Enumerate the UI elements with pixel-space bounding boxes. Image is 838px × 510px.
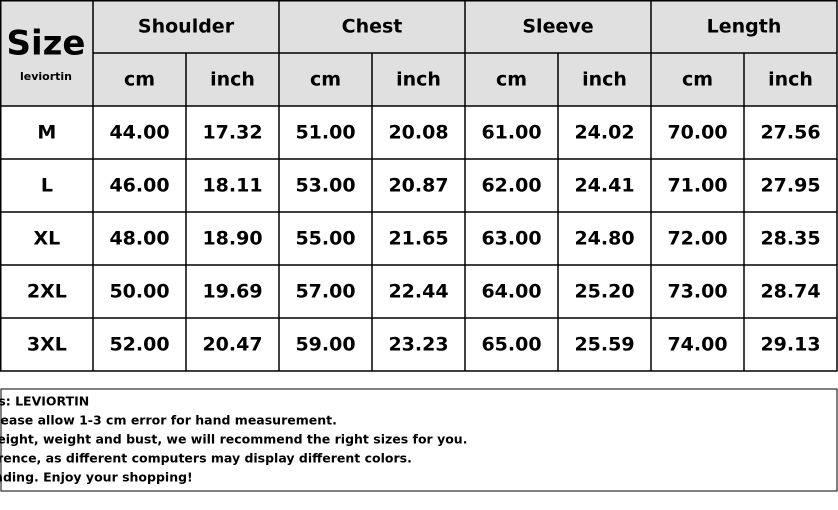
- cell: 48.00: [109, 228, 169, 250]
- cell: 70.00: [667, 122, 727, 144]
- notes-box: [0, 388, 838, 492]
- cell: 18.90: [202, 228, 262, 250]
- group-header: Shoulder: [138, 16, 235, 38]
- cell: 24.80: [574, 228, 634, 250]
- cell: 59.00: [295, 334, 355, 356]
- cell: 74.00: [667, 334, 727, 356]
- cell: 27.95: [760, 175, 820, 197]
- cell: 65.00: [481, 334, 541, 356]
- cell: 25.59: [574, 334, 634, 356]
- size-cell: XL: [33, 228, 60, 250]
- cell: 23.23: [388, 334, 448, 356]
- unit-header: cm: [496, 69, 527, 91]
- cell: 71.00: [667, 175, 727, 197]
- size-cell: 3XL: [27, 334, 67, 356]
- unit-header: cm: [682, 69, 713, 91]
- cell: 64.00: [481, 281, 541, 303]
- cell: 57.00: [295, 281, 355, 303]
- cell: 22.44: [388, 281, 448, 303]
- cell: 50.00: [109, 281, 169, 303]
- cell: 63.00: [481, 228, 541, 250]
- cell: 24.41: [574, 175, 634, 197]
- cell: 19.69: [202, 281, 262, 303]
- cell: 52.00: [109, 334, 169, 356]
- note: 2. Not Sure about your size? Don't worry…: [0, 432, 467, 447]
- unit-header: inch: [210, 69, 255, 91]
- cell: 61.00: [481, 122, 541, 144]
- unit-header: inch: [768, 69, 813, 91]
- cell: 28.35: [760, 228, 820, 250]
- cell: 46.00: [109, 175, 169, 197]
- cell: 27.56: [760, 122, 820, 144]
- unit-header: inch: [582, 69, 627, 91]
- cell: 21.65: [388, 228, 448, 250]
- cell: 51.00: [295, 122, 355, 144]
- note: 3. We appreciate that if you could allow…: [0, 451, 412, 466]
- unit-header: inch: [396, 69, 441, 91]
- size-cell: 2XL: [27, 281, 67, 303]
- cell: 24.02: [574, 122, 634, 144]
- cell: 29.13: [760, 334, 820, 356]
- note: Warmly Tips: LEVIORTIN: [0, 394, 89, 409]
- cell: 28.74: [760, 281, 820, 303]
- unit-header: cm: [124, 69, 155, 91]
- cell: 20.87: [388, 175, 448, 197]
- cell: 25.20: [574, 281, 634, 303]
- size-title: Size: [7, 24, 86, 64]
- cell: 72.00: [667, 228, 727, 250]
- cell: 44.00: [109, 122, 169, 144]
- cell: 20.08: [388, 122, 448, 144]
- cell: 55.00: [295, 228, 355, 250]
- cell: 20.47: [202, 334, 262, 356]
- cell: 17.32: [202, 122, 262, 144]
- size-cell: M: [37, 122, 56, 144]
- group-header: Length: [707, 16, 782, 38]
- group-header: Sleeve: [522, 16, 593, 38]
- cell: 62.00: [481, 175, 541, 197]
- brand: leviortin: [20, 70, 72, 83]
- group-header: Chest: [342, 16, 403, 38]
- note: 1. This Size Chart is only for your refe…: [0, 413, 337, 428]
- note: Thanks for your understanding. Enjoy you…: [0, 470, 193, 485]
- unit-header: cm: [310, 69, 341, 91]
- cell: 53.00: [295, 175, 355, 197]
- size-cell: L: [41, 175, 53, 197]
- cell: 18.11: [202, 175, 262, 197]
- cell: 73.00: [667, 281, 727, 303]
